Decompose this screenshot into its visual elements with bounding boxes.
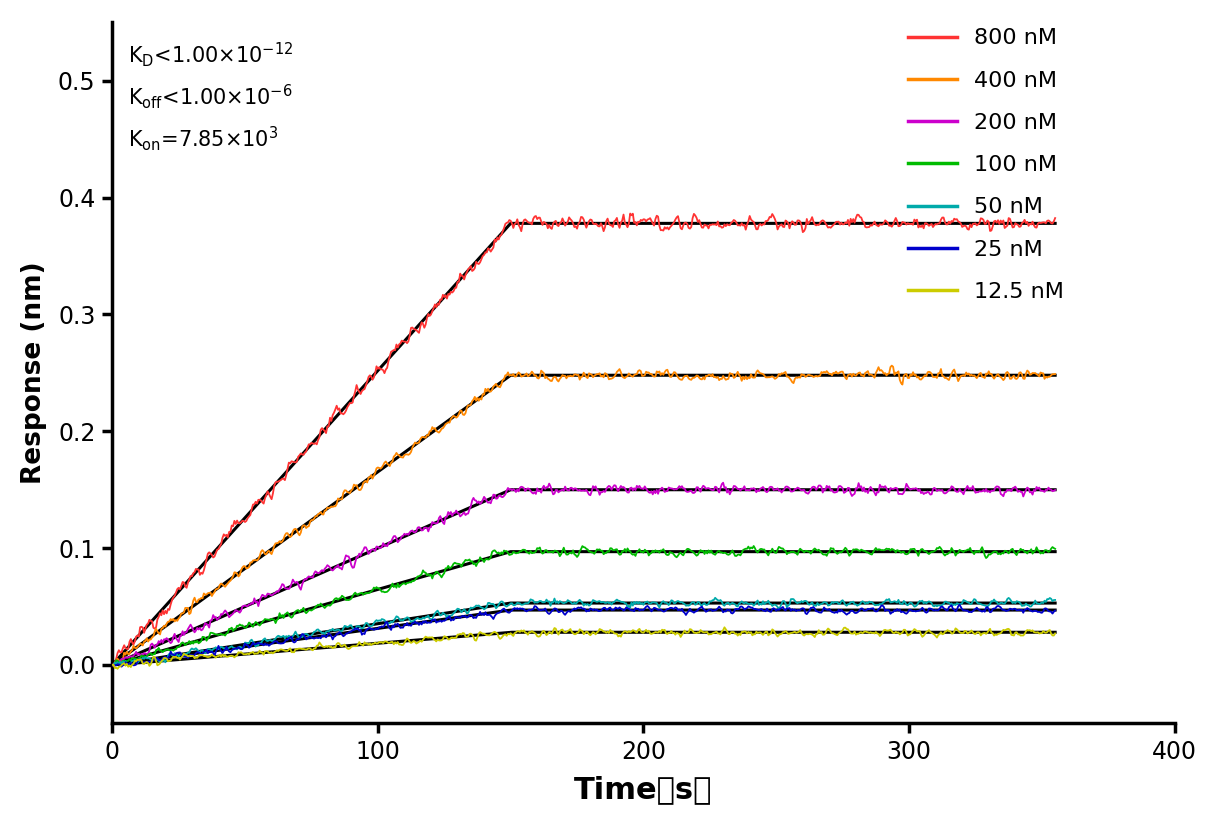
800 nM (686, 213, 700, 223)
400 nM (685, 375, 699, 384)
800 nM (414, 318, 429, 328)
200 nM (106, 661, 121, 671)
800 nM (1047, 213, 1062, 223)
50 nM (1047, 595, 1062, 605)
12.5 nM (111, 664, 125, 674)
50 nM (943, 599, 957, 609)
400 nM (765, 371, 780, 381)
12.5 nM (586, 627, 600, 637)
400 nM (943, 372, 957, 382)
200 nM (415, 526, 430, 535)
25 nM (586, 606, 600, 615)
25 nM (114, 662, 129, 672)
100 nM (586, 548, 600, 558)
50 nM (641, 596, 655, 606)
200 nM (105, 660, 119, 670)
Line: 800 nM: 800 nM (112, 214, 1055, 665)
50 nM (766, 600, 781, 610)
Line: 12.5 nM: 12.5 nM (112, 627, 1055, 669)
400 nM (105, 660, 119, 670)
25 nM (766, 603, 781, 613)
Text: K$_{\mathrm{D}}$<1.00×10$^{-12}$
K$_{\mathrm{off}}$<1.00×10$^{-6}$
K$_{\mathrm{o: K$_{\mathrm{D}}$<1.00×10$^{-12}$ K$_{\ma… (128, 40, 294, 153)
12.5 nM (944, 629, 959, 639)
50 nM (105, 660, 119, 670)
100 nM (747, 541, 761, 551)
100 nM (642, 550, 657, 560)
Line: 50 nM: 50 nM (112, 598, 1055, 665)
100 nM (106, 660, 121, 670)
12.5 nM (415, 635, 430, 645)
12.5 nM (105, 660, 119, 670)
25 nM (1047, 606, 1062, 615)
Y-axis label: Response (nm): Response (nm) (21, 262, 46, 484)
12.5 nM (717, 622, 732, 632)
12.5 nM (1047, 629, 1062, 639)
50 nM (585, 598, 599, 608)
25 nM (686, 606, 700, 616)
100 nM (686, 547, 700, 557)
800 nM (766, 211, 781, 221)
800 nM (943, 219, 957, 229)
Line: 400 nM: 400 nM (112, 365, 1055, 665)
200 nM (1047, 485, 1062, 495)
25 nM (105, 660, 119, 670)
100 nM (105, 660, 119, 670)
100 nM (415, 565, 430, 575)
12.5 nM (686, 626, 700, 636)
X-axis label: Time（s）: Time（s） (574, 776, 713, 804)
25 nM (415, 616, 430, 626)
100 nM (944, 543, 959, 553)
400 nM (641, 367, 655, 377)
200 nM (716, 478, 731, 488)
25 nM (943, 601, 957, 611)
Line: 100 nM: 100 nM (112, 546, 1055, 665)
25 nM (952, 600, 967, 610)
100 nM (1047, 544, 1062, 554)
800 nM (105, 660, 119, 670)
400 nM (585, 370, 599, 380)
200 nM (944, 481, 959, 491)
50 nM (708, 593, 722, 603)
25 nM (642, 602, 657, 612)
100 nM (767, 548, 782, 558)
200 nM (767, 484, 782, 494)
50 nM (685, 598, 699, 608)
50 nM (414, 614, 429, 624)
Line: 200 nM: 200 nM (112, 483, 1055, 666)
Line: 25 nM: 25 nM (112, 605, 1055, 667)
12.5 nM (642, 625, 657, 635)
800 nM (642, 214, 657, 224)
400 nM (884, 361, 899, 370)
200 nM (642, 488, 657, 497)
12.5 nM (767, 628, 782, 638)
400 nM (414, 432, 429, 442)
800 nM (622, 209, 637, 219)
200 nM (586, 481, 600, 491)
200 nM (686, 488, 700, 497)
Legend: 800 nM, 400 nM, 200 nM, 100 nM, 50 nM, 25 nM, 12.5 nM: 800 nM, 400 nM, 200 nM, 100 nM, 50 nM, 2… (899, 20, 1073, 311)
400 nM (1047, 369, 1062, 379)
800 nM (585, 215, 599, 225)
